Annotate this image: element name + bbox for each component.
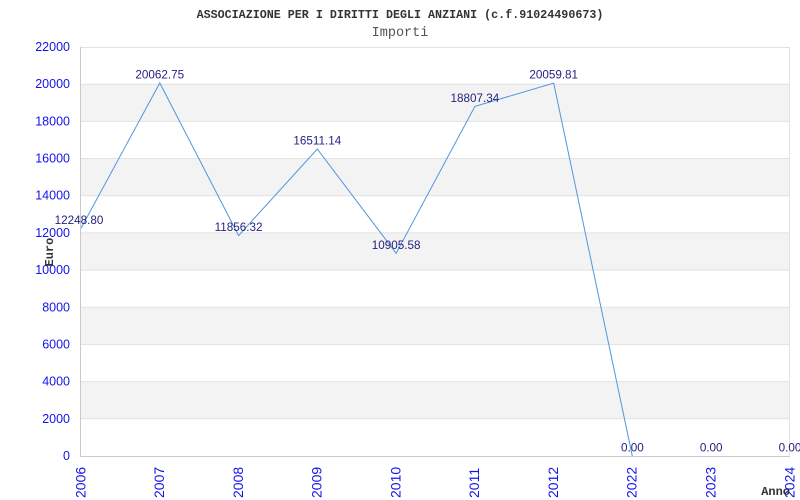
svg-text:0.00: 0.00 [779,442,800,455]
svg-text:11856.32: 11856.32 [215,221,263,234]
svg-text:2000: 2000 [42,412,70,426]
svg-text:0.00: 0.00 [621,442,644,455]
svg-text:10000: 10000 [35,263,70,277]
svg-text:12248.80: 12248.80 [55,214,104,227]
svg-text:2007: 2007 [151,467,167,498]
svg-text:10905.58: 10905.58 [372,239,421,252]
svg-text:Anno: Anno [761,485,790,499]
svg-text:2010: 2010 [387,467,403,498]
svg-text:2022: 2022 [624,467,640,498]
svg-text:2023: 2023 [703,467,719,498]
svg-text:12000: 12000 [35,226,70,240]
svg-text:2006: 2006 [72,467,88,498]
svg-text:2024: 2024 [781,467,797,498]
svg-text:0.00: 0.00 [700,442,723,455]
svg-text:ASSOCIAZIONE PER I DIRITTI DEG: ASSOCIAZIONE PER I DIRITTI DEGLI ANZIANI… [197,8,604,22]
svg-text:22000: 22000 [35,40,70,54]
svg-text:4000: 4000 [42,375,70,389]
svg-text:16000: 16000 [35,152,70,166]
svg-text:2012: 2012 [545,467,561,498]
svg-text:Euro: Euro [43,238,57,267]
svg-text:6000: 6000 [42,338,70,352]
svg-text:2009: 2009 [309,467,325,498]
svg-text:0: 0 [63,449,70,463]
svg-text:20062.75: 20062.75 [135,69,184,82]
svg-text:2011: 2011 [466,468,482,498]
svg-text:20059.81: 20059.81 [529,69,578,82]
svg-text:8000: 8000 [42,300,70,314]
svg-text:Importi: Importi [372,26,429,41]
svg-text:2008: 2008 [230,467,246,498]
svg-text:18807.34: 18807.34 [451,92,500,105]
svg-text:20000: 20000 [35,77,70,91]
svg-text:18000: 18000 [35,114,70,128]
svg-text:16511.14: 16511.14 [293,135,341,148]
svg-text:14000: 14000 [35,189,70,203]
